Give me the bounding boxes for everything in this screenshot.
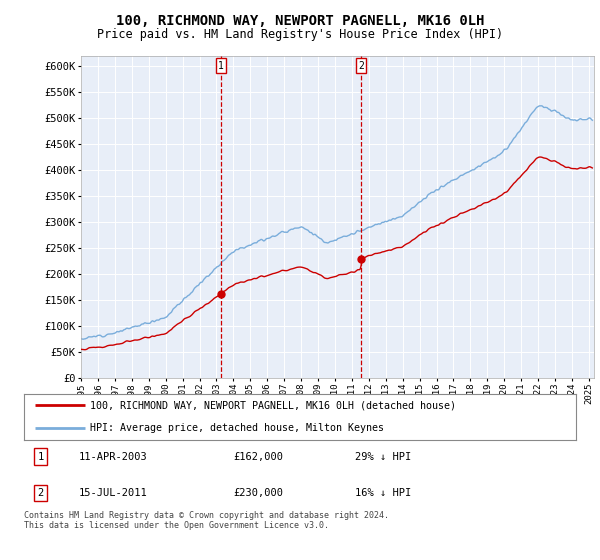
Text: 15-JUL-2011: 15-JUL-2011 (79, 488, 148, 498)
Text: 1: 1 (37, 451, 44, 461)
Text: Price paid vs. HM Land Registry's House Price Index (HPI): Price paid vs. HM Land Registry's House … (97, 28, 503, 41)
Text: 2: 2 (358, 61, 364, 71)
Text: HPI: Average price, detached house, Milton Keynes: HPI: Average price, detached house, Milt… (90, 423, 384, 433)
Text: 100, RICHMOND WAY, NEWPORT PAGNELL, MK16 0LH (detached house): 100, RICHMOND WAY, NEWPORT PAGNELL, MK16… (90, 400, 456, 410)
Text: 2: 2 (37, 488, 44, 498)
Text: £162,000: £162,000 (234, 451, 284, 461)
Text: 16% ↓ HPI: 16% ↓ HPI (355, 488, 412, 498)
Text: 1: 1 (218, 61, 224, 71)
Text: 29% ↓ HPI: 29% ↓ HPI (355, 451, 412, 461)
Text: Contains HM Land Registry data © Crown copyright and database right 2024.
This d: Contains HM Land Registry data © Crown c… (24, 511, 389, 530)
Text: 11-APR-2003: 11-APR-2003 (79, 451, 148, 461)
Text: £230,000: £230,000 (234, 488, 284, 498)
Text: 100, RICHMOND WAY, NEWPORT PAGNELL, MK16 0LH: 100, RICHMOND WAY, NEWPORT PAGNELL, MK16… (116, 14, 484, 28)
